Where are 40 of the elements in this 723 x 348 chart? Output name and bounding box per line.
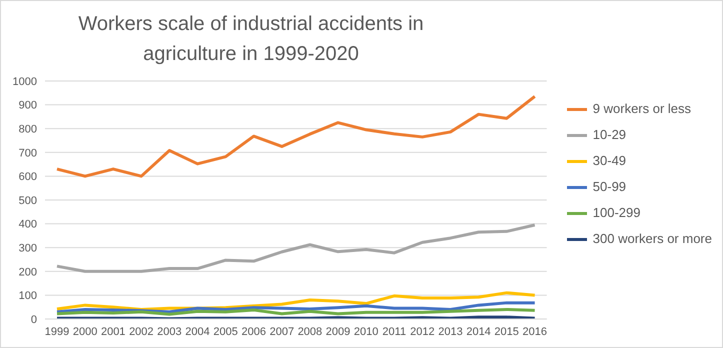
y-tick-label: 400 [18, 218, 37, 231]
legend-label: 10-29 [592, 126, 626, 144]
y-tick-label: 800 [18, 124, 37, 136]
legend-label: 9 workers or less [592, 100, 692, 118]
legend-label: 300 workers or more [592, 230, 712, 248]
x-tick-label: 2005 [213, 326, 238, 338]
line-series [56, 301, 536, 314]
chart-title: Workers scale of industrial accidents in agriculture in 1999-2020 [77, 12, 425, 67]
line-series [56, 223, 536, 273]
line-series [56, 94, 536, 178]
x-tick-label: 2004 [185, 326, 210, 338]
x-tick-label: 2010 [354, 326, 378, 338]
y-tick-label: 100 [18, 290, 37, 302]
x-tick-label: 2006 [241, 326, 266, 338]
y-tick-label: 0 [30, 314, 37, 326]
x-tick-label: 2007 [270, 326, 294, 338]
x-tick-label: 2014 [466, 326, 491, 338]
x-tick-label: 2015 [494, 326, 519, 338]
y-tick-label: 700 [18, 147, 37, 160]
legend-label: 50-99 [592, 178, 626, 196]
legend-label: 100-299 [592, 204, 640, 222]
y-tick-label: 1000 [12, 76, 37, 88]
y-tick-label: 300 [18, 242, 37, 255]
x-tick-label: 2009 [326, 326, 350, 338]
x-tick-label: 2011 [382, 326, 406, 338]
y-tick-label: 600 [18, 171, 37, 184]
x-tick-label: 2012 [410, 326, 435, 338]
x-tick-label: 2001 [100, 326, 126, 338]
x-tick-label: 2002 [129, 326, 154, 338]
x-tick-label: 2008 [298, 326, 322, 338]
x-tick-label: 2003 [157, 326, 182, 338]
x-tick-label: 2013 [438, 326, 463, 338]
y-tick-label: 500 [18, 194, 37, 207]
y-tick-label: 200 [18, 266, 37, 278]
line-series [56, 291, 536, 311]
x-tick-label: 1999 [44, 326, 70, 338]
y-tick-label: 900 [18, 100, 37, 112]
legend-label: 30-49 [592, 152, 626, 170]
x-tick-label: 2016 [522, 326, 548, 338]
x-tick-label: 2000 [72, 326, 98, 338]
